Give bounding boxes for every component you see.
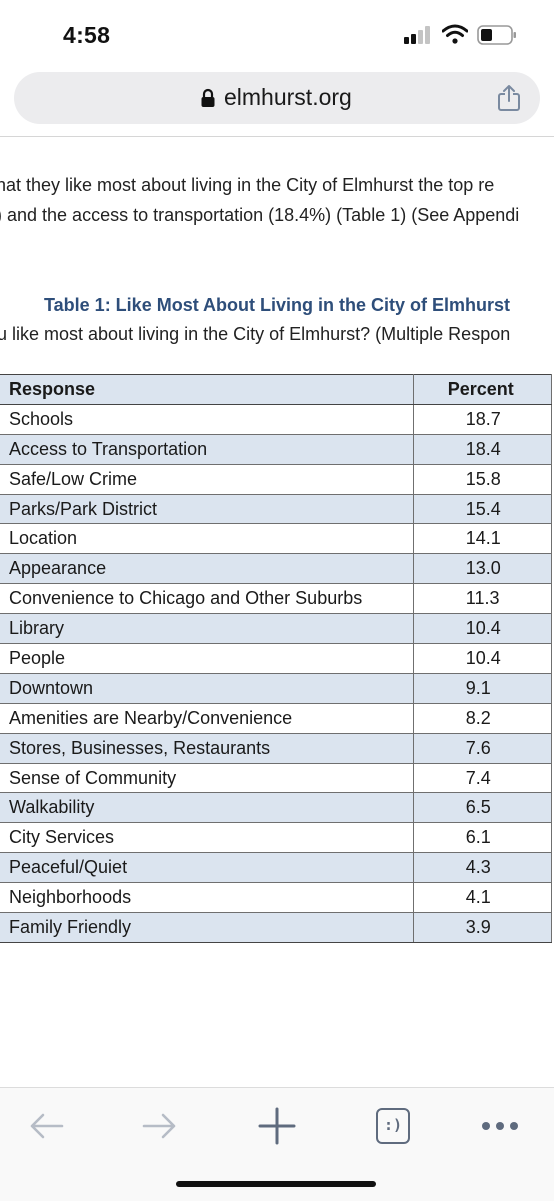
response-cell: City Services bbox=[0, 822, 414, 854]
table-row: Neighborhoods 4.1 bbox=[0, 882, 553, 914]
header-response: Response bbox=[0, 374, 414, 405]
tabs-label: :) bbox=[383, 1116, 403, 1134]
percent-cell: 11.3 bbox=[412, 583, 553, 615]
percent-cell: 6.1 bbox=[412, 822, 553, 854]
percent-cell: 4.3 bbox=[412, 852, 553, 884]
status-bar: 4:58 bbox=[0, 0, 554, 70]
table-row: Parks/Park District 15.4 bbox=[0, 493, 553, 525]
percent-cell: 15.8 bbox=[412, 463, 553, 495]
percent-cell: 7.6 bbox=[412, 732, 553, 764]
home-indicator bbox=[176, 1181, 376, 1187]
wifi-icon bbox=[442, 24, 468, 44]
arrow-left-icon[interactable] bbox=[26, 1106, 66, 1146]
percent-cell: 6.5 bbox=[412, 792, 553, 824]
response-cell: Stores, Businesses, Restaurants bbox=[0, 732, 414, 764]
table-row: Peaceful/Quiet 4.3 bbox=[0, 852, 553, 884]
response-cell: Downtown bbox=[0, 672, 414, 704]
table-row: Convenience to Chicago and Other Suburbs… bbox=[0, 583, 553, 615]
response-cell: Safe/Low Crime bbox=[0, 463, 414, 495]
response-cell: Schools bbox=[0, 403, 414, 435]
table-row: Library 10.4 bbox=[0, 613, 553, 645]
table-row: People 10.4 bbox=[0, 643, 553, 674]
percent-cell: 10.4 bbox=[412, 613, 553, 645]
response-cell: Family Friendly bbox=[0, 912, 414, 943]
table-row: Amenities are Nearby/Convenience 8.2 bbox=[0, 702, 553, 734]
percent-cell: 3.9 bbox=[412, 912, 553, 943]
table-row: City Services 6.1 bbox=[0, 822, 553, 854]
table-row: Stores, Businesses, Restaurants 7.6 bbox=[0, 732, 553, 764]
url-text[interactable]: elmhurst.org bbox=[224, 84, 352, 110]
table-caption: Table 1: Like Most About Living in the C… bbox=[44, 295, 511, 315]
table-row: Downtown 9.1 bbox=[0, 672, 553, 704]
more-dots-icon[interactable] bbox=[480, 1106, 520, 1146]
table-row: Sense of Community 7.4 bbox=[0, 762, 553, 794]
status-time: 4:58 bbox=[63, 22, 111, 48]
signal-icon bbox=[404, 26, 434, 44]
address-bar[interactable]: elmhurst.org bbox=[14, 72, 540, 124]
percent-cell: 18.4 bbox=[412, 433, 553, 465]
response-cell: Convenience to Chicago and Other Suburbs bbox=[0, 583, 414, 615]
header-percent: Percent bbox=[412, 374, 553, 405]
tabs-icon[interactable]: :) bbox=[376, 1108, 410, 1144]
table-question: u like most about living in the City of … bbox=[0, 324, 511, 344]
percent-cell: 7.4 bbox=[412, 762, 553, 794]
response-cell: Library bbox=[0, 613, 414, 645]
table-row: Location 14.1 bbox=[0, 523, 553, 555]
arrow-right-icon[interactable] bbox=[140, 1106, 180, 1146]
share-icon[interactable] bbox=[496, 84, 522, 112]
plus-icon[interactable] bbox=[257, 1106, 297, 1146]
percent-cell: 13.0 bbox=[412, 553, 553, 585]
percent-cell: 10.4 bbox=[412, 643, 553, 674]
response-cell: Amenities are Nearby/Convenience bbox=[0, 702, 414, 734]
table-row: Access to Transportation 18.4 bbox=[0, 433, 553, 465]
table-row: Safe/Low Crime 15.8 bbox=[0, 463, 553, 495]
response-cell: Peaceful/Quiet bbox=[0, 852, 414, 884]
percent-cell: 4.1 bbox=[412, 882, 553, 914]
response-cell: Access to Transportation bbox=[0, 433, 414, 465]
response-cell: Walkability bbox=[0, 792, 414, 824]
table-row: Schools 18.7 bbox=[0, 403, 553, 435]
document-view[interactable]: hat they like most about living in the C… bbox=[0, 137, 554, 1087]
header-divider bbox=[0, 136, 554, 137]
battery-icon bbox=[477, 25, 516, 45]
table-row: Walkability 6.5 bbox=[0, 792, 553, 824]
percent-cell: 18.7 bbox=[412, 403, 553, 435]
response-cell: Sense of Community bbox=[0, 762, 414, 794]
percent-cell: 9.1 bbox=[412, 672, 553, 704]
percent-cell: 15.4 bbox=[412, 493, 553, 525]
paragraph-line-2: ) and the access to transportation (18.4… bbox=[0, 205, 520, 225]
table-row: Family Friendly 3.9 bbox=[0, 912, 553, 943]
lock-icon bbox=[201, 88, 215, 107]
percent-cell: 14.1 bbox=[412, 523, 553, 555]
response-cell: Location bbox=[0, 523, 414, 555]
response-table: Response Percent Schools 18.7 Access to Tr… bbox=[0, 374, 553, 943]
table-header-row: Response Percent bbox=[0, 374, 553, 405]
percent-cell: 8.2 bbox=[412, 702, 553, 734]
table-row: Appearance 13.0 bbox=[0, 553, 553, 585]
paragraph-line-1: hat they like most about living in the C… bbox=[0, 175, 495, 195]
response-cell: Parks/Park District bbox=[0, 493, 414, 525]
response-cell: Appearance bbox=[0, 553, 414, 585]
response-cell: Neighborhoods bbox=[0, 882, 414, 914]
response-cell: People bbox=[0, 643, 414, 674]
